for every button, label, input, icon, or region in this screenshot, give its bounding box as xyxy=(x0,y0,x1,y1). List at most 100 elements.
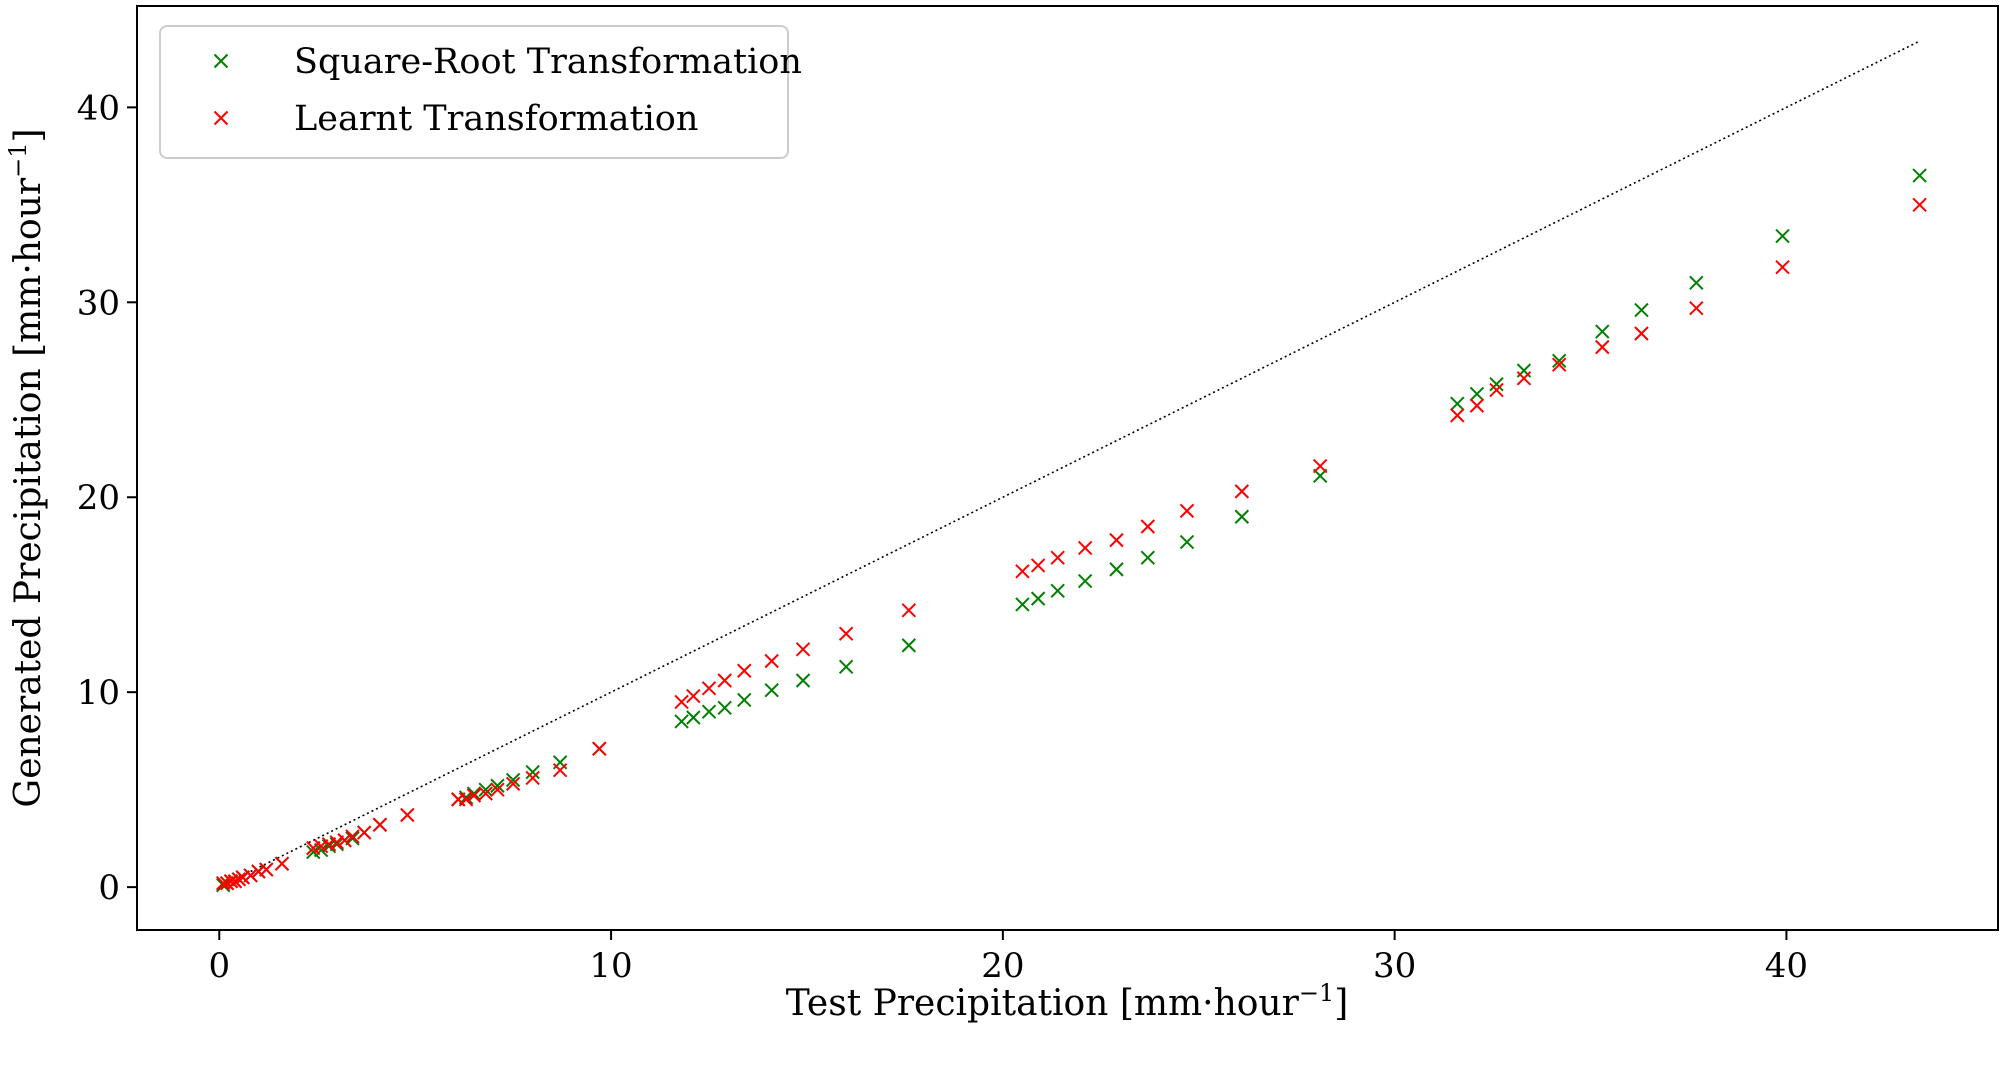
data-point xyxy=(1595,339,1610,355)
data-point xyxy=(357,825,372,840)
data-point xyxy=(1516,371,1532,386)
data-point xyxy=(737,692,752,708)
data-point xyxy=(505,772,521,788)
data-point xyxy=(1312,458,1328,474)
y-tick-label: 40 xyxy=(77,88,120,128)
data-point xyxy=(345,829,360,844)
data-point xyxy=(1450,396,1465,411)
data-point xyxy=(795,673,811,688)
data-point xyxy=(1489,382,1504,398)
data-point xyxy=(592,741,607,756)
legend-marker xyxy=(213,110,229,126)
data-point xyxy=(1050,583,1065,599)
legend-box xyxy=(159,25,789,159)
data-point xyxy=(901,638,917,653)
data-point xyxy=(1469,398,1485,413)
data-point xyxy=(1179,534,1195,550)
data-point xyxy=(717,673,732,688)
y-tick-label: 20 xyxy=(77,478,120,518)
series-1 xyxy=(215,168,1927,893)
data-point xyxy=(1030,591,1046,606)
y-axis-label: Generated Precipitation [mm·hour−1] xyxy=(4,128,49,807)
legend-item: Square-Root Transformation xyxy=(213,42,802,82)
data-point xyxy=(1015,597,1030,612)
data-point xyxy=(838,659,854,675)
data-point xyxy=(400,807,415,823)
data-point xyxy=(552,762,568,778)
legend-marker xyxy=(213,53,229,69)
data-point xyxy=(764,653,779,669)
data-point xyxy=(215,877,231,893)
data-point xyxy=(674,694,689,710)
data-point xyxy=(1689,275,1704,291)
data-point xyxy=(1234,484,1250,499)
reference-line xyxy=(218,40,1920,888)
data-point xyxy=(764,683,779,698)
x-axis: 0 10 20 30 40 xyxy=(208,930,1808,986)
data-point xyxy=(686,688,701,704)
data-point xyxy=(1140,550,1156,565)
data-point xyxy=(1077,573,1093,589)
data-point xyxy=(1551,357,1567,372)
data-point xyxy=(1450,408,1465,423)
data-points xyxy=(215,168,1927,893)
data-point xyxy=(505,776,521,792)
y-axis-label-unit: [mm·hour xyxy=(8,177,49,357)
data-point xyxy=(1595,324,1610,339)
x-axis-label-unit: [mm·hour xyxy=(1120,983,1300,1024)
data-point xyxy=(1551,353,1567,368)
data-point xyxy=(1912,197,1927,213)
data-point xyxy=(478,782,493,797)
data-point xyxy=(1050,550,1065,565)
y-axis: 0 10 20 30 40 xyxy=(77,88,137,908)
data-point xyxy=(1077,540,1093,556)
data-point xyxy=(1469,386,1485,402)
data-point xyxy=(717,700,732,715)
legend: Square-Root Transformation Learnt Transfo… xyxy=(159,25,802,159)
data-point xyxy=(737,663,752,678)
data-point xyxy=(1489,376,1504,392)
legend-label: Learnt Transformation xyxy=(294,99,698,139)
plot-frame xyxy=(136,5,1999,931)
x-axis-label-exponent: −1 xyxy=(1299,979,1334,1007)
data-point xyxy=(1775,260,1790,275)
data-point xyxy=(525,764,540,780)
data-point xyxy=(701,681,717,696)
data-point xyxy=(1179,503,1195,519)
data-point xyxy=(795,642,811,657)
data-point xyxy=(1775,228,1790,244)
identity-reference-line xyxy=(218,40,1920,888)
data-point xyxy=(701,704,717,719)
y-tick-label: 0 xyxy=(98,868,120,908)
data-point xyxy=(1140,519,1156,534)
data-point xyxy=(1234,509,1250,524)
data-point xyxy=(1015,564,1030,579)
data-point xyxy=(478,786,493,801)
data-point xyxy=(490,778,505,793)
x-axis-label-main: Test Precipitation xyxy=(786,983,1120,1024)
x-axis-label: Test Precipitation [mm·hour−1] xyxy=(786,979,1349,1024)
y-axis-label-main: Generated Precipitation xyxy=(8,357,49,808)
data-point xyxy=(838,626,854,641)
y-tick-label: 10 xyxy=(77,673,120,713)
data-point xyxy=(372,817,388,832)
x-tick-label: 10 xyxy=(589,946,632,986)
data-point xyxy=(901,603,917,618)
data-point xyxy=(466,788,482,803)
plot-area xyxy=(136,5,1999,931)
data-point xyxy=(466,786,482,801)
data-point xyxy=(1109,532,1124,548)
data-point xyxy=(674,714,689,729)
x-axis-label-close: ] xyxy=(1334,983,1348,1024)
data-point xyxy=(525,770,540,786)
legend-item: Learnt Transformation xyxy=(213,99,698,139)
legend-label: Square-Root Transformation xyxy=(294,42,802,82)
data-point xyxy=(1912,168,1927,183)
data-point xyxy=(227,874,243,889)
x-tick-label: 30 xyxy=(1373,946,1416,986)
data-point xyxy=(1689,300,1704,316)
x-tick-label: 40 xyxy=(1765,946,1808,986)
data-point xyxy=(458,792,474,807)
data-point xyxy=(231,872,247,887)
